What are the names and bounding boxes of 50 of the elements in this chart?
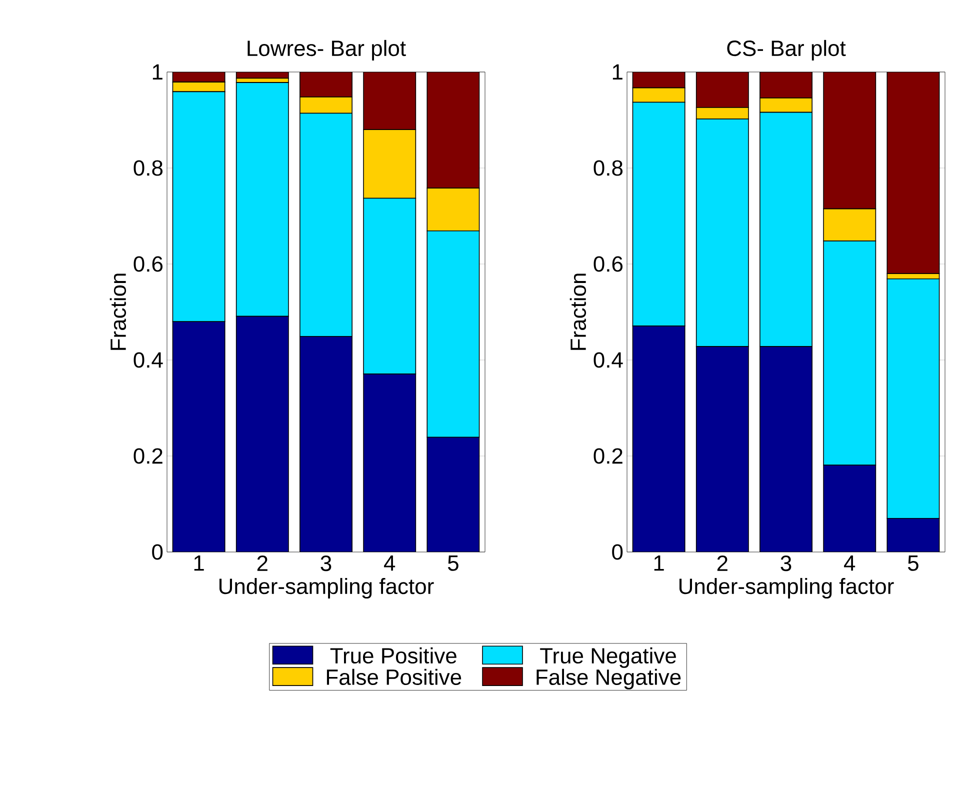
y-tick-label: 0.6 <box>594 256 623 272</box>
x-axis-title: Under-sampling factor <box>679 578 894 598</box>
bar <box>886 518 940 552</box>
legend-label: True Negative <box>540 647 676 668</box>
bar <box>760 72 812 98</box>
y-tick-label: 0 <box>612 544 623 560</box>
y-tick-label: 1 <box>152 64 162 80</box>
bar <box>760 346 812 552</box>
bar <box>632 326 685 552</box>
y-tick-label: 0.2 <box>134 448 162 464</box>
y-tick-label: 0.8 <box>134 160 163 176</box>
x-axis-title: Under-sampling factor <box>219 578 434 598</box>
y-axis-title: Fraction <box>570 274 586 350</box>
x-tick-label: 3 <box>780 556 792 572</box>
bar <box>823 72 876 210</box>
bar <box>300 72 352 98</box>
y-tick-label: 0.4 <box>134 352 163 368</box>
legend-label: False Positive <box>326 668 462 686</box>
legend-label: True Positive <box>330 647 456 664</box>
x-tick-label: 5 <box>908 556 918 571</box>
x-tick-label: 5 <box>448 556 458 571</box>
bar <box>886 72 940 274</box>
x-tick-label: 4 <box>844 556 856 571</box>
bar <box>632 72 686 88</box>
chart-title: Lowres- Bar plot <box>248 40 406 60</box>
x-tick-label: 2 <box>717 556 728 571</box>
x-tick-label: 1 <box>654 556 664 571</box>
bar <box>172 322 225 552</box>
bar <box>426 72 480 189</box>
x-tick-label: 3 <box>320 556 332 572</box>
y-tick-label: 0.8 <box>594 160 623 176</box>
bar <box>300 336 352 552</box>
bar <box>363 72 416 130</box>
y-axis-title: Fraction <box>110 274 126 350</box>
bar <box>364 374 416 552</box>
bar <box>696 72 749 108</box>
bar <box>696 346 748 552</box>
legend-label: False Negative <box>536 668 681 690</box>
x-tick-label: 1 <box>194 556 204 571</box>
bar <box>426 436 480 552</box>
y-tick-label: 0.2 <box>594 448 622 464</box>
x-tick-label: 2 <box>257 556 268 571</box>
y-tick-label: 0.6 <box>134 256 163 272</box>
x-tick-label: 4 <box>384 556 396 571</box>
bar <box>236 316 288 552</box>
y-tick-label: 0.4 <box>594 352 623 368</box>
bar <box>824 465 876 552</box>
chart-title: CS- Bar plot <box>727 40 846 60</box>
y-tick-label: 1 <box>612 64 622 80</box>
y-tick-label: 0 <box>152 544 163 560</box>
